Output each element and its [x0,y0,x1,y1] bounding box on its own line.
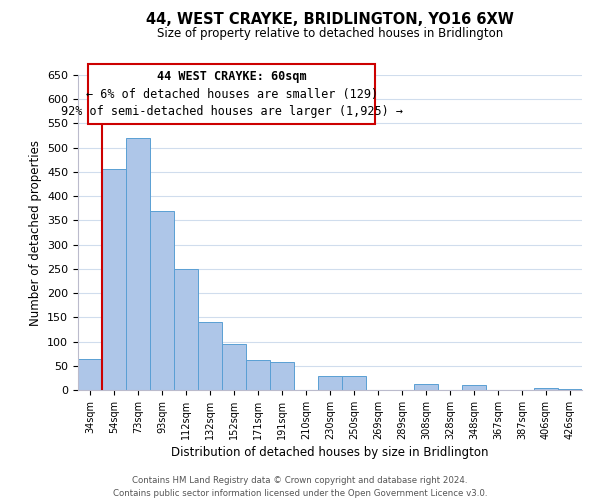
Text: Size of property relative to detached houses in Bridlington: Size of property relative to detached ho… [157,28,503,40]
Bar [270,362,294,390]
Bar [342,376,366,390]
Bar [78,360,102,390]
Text: 44 WEST CRAYKE: 60sqm: 44 WEST CRAYKE: 60sqm [157,70,307,84]
Y-axis label: Number of detached properties: Number of detached properties [29,140,41,326]
Bar [174,269,198,390]
Bar [102,168,126,390]
Bar [558,388,582,390]
Bar [126,138,150,390]
Text: 44, WEST CRAYKE, BRIDLINGTON, YO16 6XW: 44, WEST CRAYKE, BRIDLINGTON, YO16 6XW [146,12,514,28]
Text: Contains HM Land Registry data © Crown copyright and database right 2024.
Contai: Contains HM Land Registry data © Crown c… [113,476,487,498]
Bar [414,384,438,390]
Bar [222,344,246,390]
Bar [246,360,270,390]
Bar [534,388,558,390]
Text: ← 6% of detached houses are smaller (129): ← 6% of detached houses are smaller (129… [86,88,378,101]
Bar [462,385,486,390]
FancyBboxPatch shape [88,64,376,124]
Bar [150,210,174,390]
Text: 92% of semi-detached houses are larger (1,925) →: 92% of semi-detached houses are larger (… [61,105,403,118]
X-axis label: Distribution of detached houses by size in Bridlington: Distribution of detached houses by size … [171,446,489,459]
Bar [318,376,342,390]
Bar [198,322,222,390]
